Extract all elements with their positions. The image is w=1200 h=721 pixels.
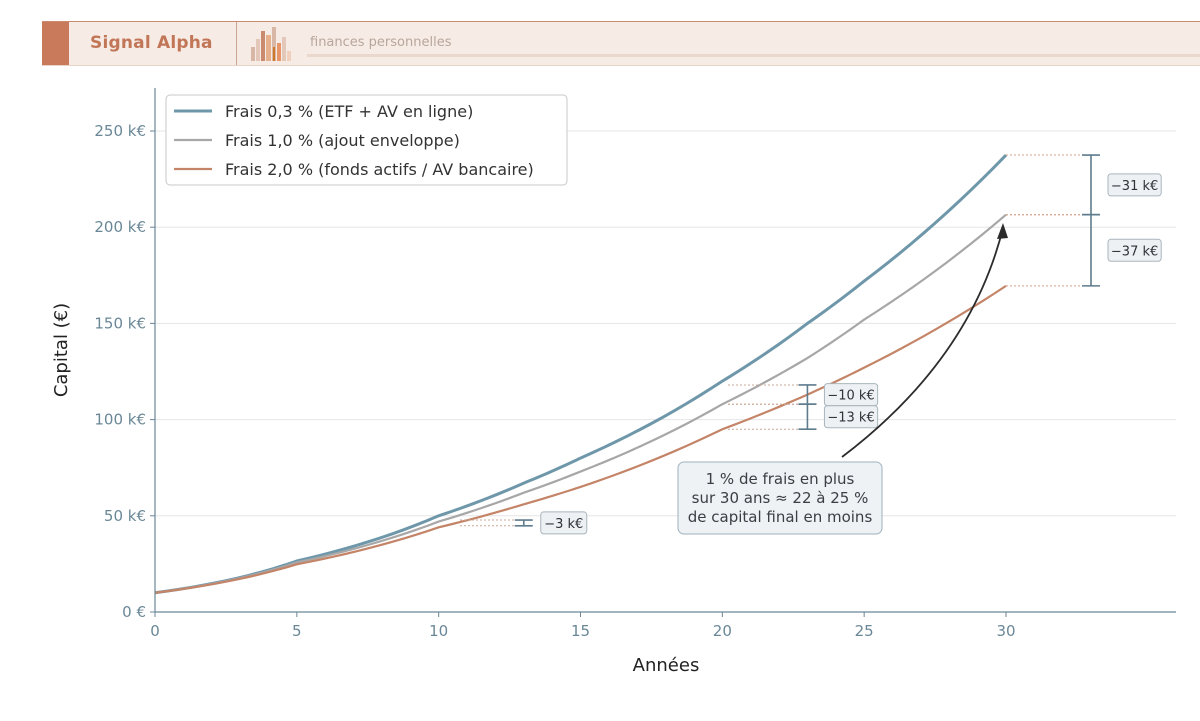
brand-color-block [42,22,69,65]
x-tick-label: 20 [713,622,732,640]
grid-lines [155,130,1176,517]
x-axis-title: Années [633,655,700,676]
legend: Frais 0,3 % (ETF + AV en ligne) Frais 1,… [165,94,568,186]
series-lines [154,154,1008,595]
tagline: finances personnelles [310,35,452,50]
x-tick-label: 10 [429,622,448,640]
gap-label: −3 k€ [544,517,583,532]
annotation: 1 % de frais en plus sur 30 ans ≈ 22 à 2… [677,223,1008,535]
header-banner: Signal Alpha finances personnelles [42,21,1200,66]
x-tick-label: 0 [150,622,160,640]
x-tick-label: 15 [571,622,590,640]
annotation-line-1: 1 % de frais en plus [706,470,855,488]
gap-label-box [540,511,588,535]
gap-brackets: −3 k€ −10 k€ −13 k€ −31 k€ −37 k€ [460,154,1162,535]
gap-label-box [1107,173,1162,197]
series-line-mid-fee [154,213,1007,594]
x-tick-label: 30 [996,622,1015,640]
annotation-line-2: sur 30 ans ≈ 22 à 25 % [692,489,869,507]
y-tick-label: 250 k€ [94,122,146,140]
brand-name: Signal Alpha [90,33,213,53]
gap-label: −37 k€ [1111,244,1158,259]
y-tick-label: 100 k€ [94,411,146,429]
y-axis-title: Capital (€) [51,303,72,397]
gap-label: −10 k€ [827,389,874,404]
gap-label: −13 k€ [827,411,874,426]
y-tick-label: 150 k€ [94,314,146,332]
annotation-arrowhead [997,223,1008,239]
y-tick-label: 200 k€ [94,218,146,236]
gap-label-box [1107,238,1162,262]
annotation-box [677,461,883,535]
series-line-high-fee [154,284,1007,594]
gap-label-box [823,405,879,429]
bar-chart-logo-icon [251,27,291,61]
gap-label: −31 k€ [1111,179,1158,194]
ticks: 0 € 50 k€ 100 k€ 150 k€ 200 k€ 250 k€ 0 5 10 15 20… [94,122,1015,640]
series-line-low-fee [154,154,1008,595]
legend-label-low: Frais 0,3 % (ETF + AV en ligne) [225,102,473,121]
annotation-line-3: de capital final en moins [688,508,873,526]
legend-box [165,94,568,186]
y-tick-label: 50 k€ [104,507,146,525]
tagline-rule [307,54,1200,57]
x-tick-label: 5 [292,622,302,640]
legend-label-mid: Frais 1,0 % (ajout enveloppe) [225,131,460,150]
legend-label-high: Frais 2,0 % (fonds actifs / AV bancaire) [225,160,534,179]
annotation-arrow [841,227,1004,458]
x-tick-label: 25 [855,622,874,640]
y-tick-label: 0 € [122,603,146,621]
header-divider [236,22,237,65]
